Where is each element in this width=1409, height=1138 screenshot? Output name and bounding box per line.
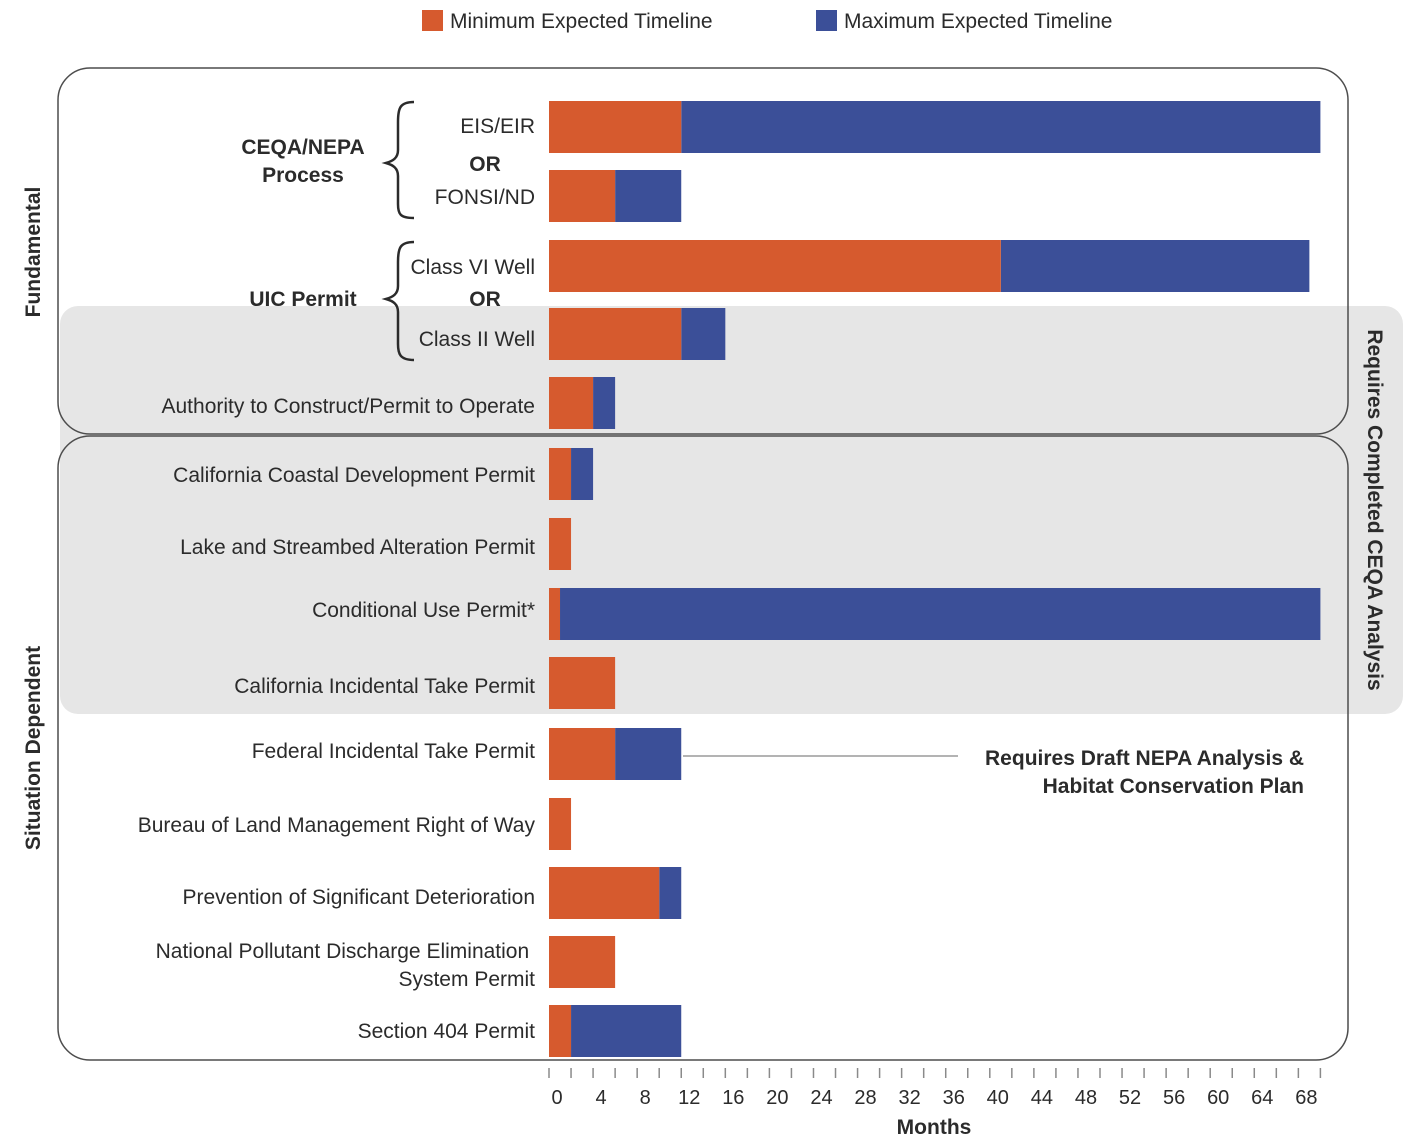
category-label-psd: Prevention of Significant Deterioration (182, 886, 535, 909)
bar-max-federal-incidental-take-permit (615, 728, 682, 780)
bar-min-national-pollutant-discharge-elimination-system-permit (549, 936, 616, 988)
x-tick-label-16: 16 (722, 1087, 744, 1109)
bar-min-eis-eir (549, 101, 682, 153)
fundamental-group-box (57, 67, 1349, 435)
category-label-authority-to-construct: Authority to Construct/Permit to Operate (162, 395, 536, 418)
situation-dependent-group-box (57, 435, 1349, 1061)
category-label-npdes: National Pollutant Discharge Elimination… (156, 940, 536, 991)
category-label-lake-streambed: Lake and Streambed Alteration Permit (180, 536, 535, 559)
legend-swatch-minimum (422, 10, 443, 31)
x-tick-label-32: 32 (899, 1087, 921, 1109)
bar-max-california-coastal-development-permit (571, 448, 594, 500)
bar-max-authority-to-construct-permit-to-operate (593, 377, 616, 429)
x-tick-label-24: 24 (810, 1087, 832, 1109)
bar-max-class-vi-well (1000, 240, 1310, 292)
group-label-fundamental: Fundamental (22, 187, 45, 318)
x-tick-label-64: 64 (1251, 1087, 1273, 1109)
category-label-coastal-development: California Coastal Development Permit (173, 464, 535, 487)
x-axis-title: Months (897, 1116, 972, 1138)
bar-max-prevention-of-significant-deterioration (659, 867, 682, 919)
category-label-california-incidental-take: California Incidental Take Permit (234, 675, 535, 698)
bar-min-fonsi-nd (549, 170, 616, 222)
bar-max-section-404-permit (571, 1005, 682, 1057)
legend: Minimum Expected Timeline Maximum Expect… (422, 10, 1112, 33)
x-tick-label-44: 44 (1031, 1087, 1053, 1109)
bar-min-california-incidental-take-permit (549, 657, 616, 709)
x-tick-label-52: 52 (1119, 1087, 1141, 1109)
category-label-class-ii-well: Class II Well (419, 328, 535, 351)
ceqa-region-annotation: Requires Completed CEQA Analysis (1363, 329, 1386, 690)
category-label-federal-incidental-take: Federal Incidental Take Permit (252, 740, 535, 763)
bar-min-class-ii-well (549, 308, 682, 360)
x-tick-label-56: 56 (1163, 1087, 1185, 1109)
category-label-blm-right-of-way: Bureau of Land Management Right of Way (138, 814, 536, 837)
x-tick-label-20: 20 (766, 1087, 788, 1109)
bar-min-lake-and-streambed-alteration-permit (549, 518, 572, 570)
bar-min-authority-to-construct-permit-to-operate (549, 377, 594, 429)
bar-min-prevention-of-significant-deterioration (549, 867, 660, 919)
x-tick-label-40: 40 (987, 1087, 1009, 1109)
x-tick-label-48: 48 (1075, 1087, 1097, 1109)
bar-max-eis-eir (681, 101, 1321, 153)
nepa-annotation-line2: Habitat Conservation Plan (1043, 775, 1304, 798)
bar-max-fonsi-nd (615, 170, 682, 222)
bar-min-conditional-use-permit (549, 588, 561, 640)
category-label-npdes-line1: National Pollutant Discharge Elimination (156, 940, 530, 963)
uic-or-label: OR (469, 288, 501, 311)
uic-permit-label: UIC Permit (249, 288, 356, 311)
legend-label-minimum: Minimum Expected Timeline (450, 10, 713, 33)
category-label-section-404: Section 404 Permit (358, 1020, 536, 1043)
x-tick-label-0: 0 (551, 1087, 562, 1109)
legend-swatch-maximum (816, 10, 837, 31)
category-label-eis-eir: EIS/EIR (460, 115, 535, 138)
bar-min-california-coastal-development-permit (549, 448, 572, 500)
group-label-situation-dependent: Situation Dependent (22, 646, 45, 850)
x-tick-label-36: 36 (943, 1087, 965, 1109)
x-tick-label-4: 4 (596, 1087, 607, 1109)
x-tick-label-12: 12 (678, 1087, 700, 1109)
bar-max-conditional-use-permit (560, 588, 1321, 640)
x-axis: 0 4 8 12 16 20 24 28 32 36 40 44 48 52 56 60 64 68 (548, 1068, 1322, 1109)
ceqa-nepa-label-line2: Process (262, 164, 344, 187)
nepa-annotation-line1: Requires Draft NEPA Analysis & (985, 747, 1304, 770)
bar-min-section-404-permit (549, 1005, 572, 1057)
bar-min-class-vi-well (549, 240, 1001, 292)
bars (549, 101, 1321, 1057)
uic-permit-brace (381, 240, 415, 362)
x-tick-label-28: 28 (854, 1087, 876, 1109)
category-label-npdes-line2: System Permit (398, 968, 535, 991)
bar-min-bureau-of-land-management-right-of-way (549, 798, 572, 850)
bar-max-class-ii-well (681, 308, 726, 360)
category-label-conditional-use: Conditional Use Permit* (312, 599, 535, 622)
bar-min-federal-incidental-take-permit (549, 728, 616, 780)
x-tick-label-8: 8 (640, 1087, 651, 1109)
category-label-fonsi-nd: FONSI/ND (435, 186, 535, 209)
ceqa-required-region (60, 306, 1403, 714)
ceqa-nepa-label-line1: CEQA/NEPA (241, 136, 364, 159)
ceqa-or-label: OR (469, 153, 501, 176)
legend-label-maximum: Maximum Expected Timeline (844, 10, 1112, 33)
x-tick-label-60: 60 (1207, 1087, 1229, 1109)
ceqa-nepa-brace (381, 100, 415, 220)
x-tick-label-68: 68 (1295, 1087, 1317, 1109)
category-label-class-vi-well: Class VI Well (411, 256, 535, 279)
